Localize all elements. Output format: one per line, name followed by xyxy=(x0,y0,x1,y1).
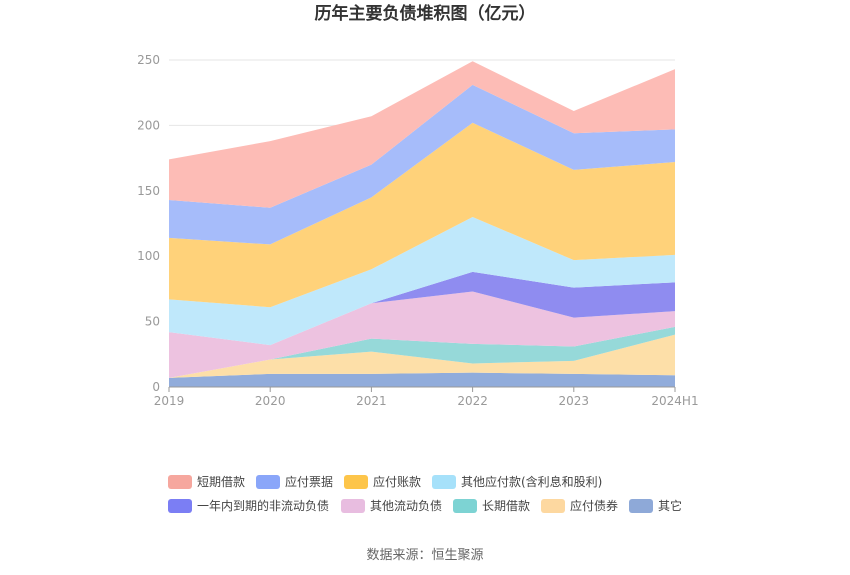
legend-label: 应付债券 xyxy=(570,498,618,513)
legend-label: 长期借款 xyxy=(482,499,530,513)
x-tick-label: 2021 xyxy=(356,394,387,408)
legend-label: 短期借款 xyxy=(197,475,245,489)
legend-item[interactable]: 其它 xyxy=(629,498,682,513)
area-应付账款 xyxy=(169,122,675,308)
area-应付债券 xyxy=(169,334,675,378)
legend-swatch xyxy=(432,475,456,489)
legend-swatch xyxy=(453,499,477,513)
y-tick-label: 150 xyxy=(137,184,160,198)
legend-label: 其他应付款(含利息和股利) xyxy=(461,474,602,489)
axes: 0 50 100 150 200 250 2019 2020 2021 2022 2023 2024H… xyxy=(137,53,699,408)
y-tick-label: 50 xyxy=(145,315,160,329)
legend-swatch xyxy=(344,475,368,489)
legend-label: 应付票据 xyxy=(285,474,333,489)
area-一年内到期的非流动负债 xyxy=(169,271,675,346)
legend-item[interactable]: 其他应付款(含利息和股利) xyxy=(432,474,602,489)
legend-swatch xyxy=(168,499,192,513)
legend-swatch xyxy=(541,499,565,513)
legend-label: 其它 xyxy=(658,498,682,513)
area-短期借款 xyxy=(169,61,675,208)
y-tick-label: 100 xyxy=(137,249,160,263)
legend-swatch xyxy=(168,475,192,489)
x-tick-label: 2024H1 xyxy=(651,394,698,408)
area-其他应付款(含利息和股利) xyxy=(169,216,675,346)
legend-item[interactable]: 应付债券 xyxy=(541,498,618,513)
legend-item[interactable]: 长期借款 xyxy=(453,499,530,513)
legend-swatch xyxy=(629,499,653,513)
source-note: 数据来源：恒生聚源 xyxy=(366,548,483,563)
legend-item[interactable]: 其他流动负债 xyxy=(341,499,442,513)
chart-title: 历年主要负债堆积图（亿元） xyxy=(315,3,536,24)
legend-item[interactable]: 应付票据 xyxy=(256,474,333,489)
y-tick-label: 250 xyxy=(137,53,160,67)
legend-swatch xyxy=(256,475,280,489)
legend: 短期借款 应付票据 应付账款 其他应付款(含利息和股利) 一年内到期的非流动负债 其他流动… xyxy=(168,474,682,513)
legend-label: 一年内到期的非流动负债 xyxy=(197,498,329,513)
x-tick-label: 2019 xyxy=(154,394,185,408)
y-tick-label: 0 xyxy=(152,380,160,394)
x-tick-label: 2020 xyxy=(255,394,286,408)
area-其它 xyxy=(169,372,675,387)
legend-item[interactable]: 一年内到期的非流动负债 xyxy=(168,498,329,513)
y-tick-label: 200 xyxy=(137,118,160,132)
legend-label: 应付账款 xyxy=(373,474,421,489)
x-tick-label: 2022 xyxy=(457,394,488,408)
area-series xyxy=(169,61,675,387)
area-长期借款 xyxy=(169,326,675,378)
legend-item[interactable]: 短期借款 xyxy=(168,475,245,489)
area-其他流动负债 xyxy=(169,291,675,378)
legend-swatch xyxy=(341,499,365,513)
x-tick-label: 2023 xyxy=(559,394,590,408)
area-应付票据 xyxy=(169,84,675,245)
legend-item[interactable]: 应付账款 xyxy=(344,474,421,489)
legend-label: 其他流动负债 xyxy=(370,499,442,513)
